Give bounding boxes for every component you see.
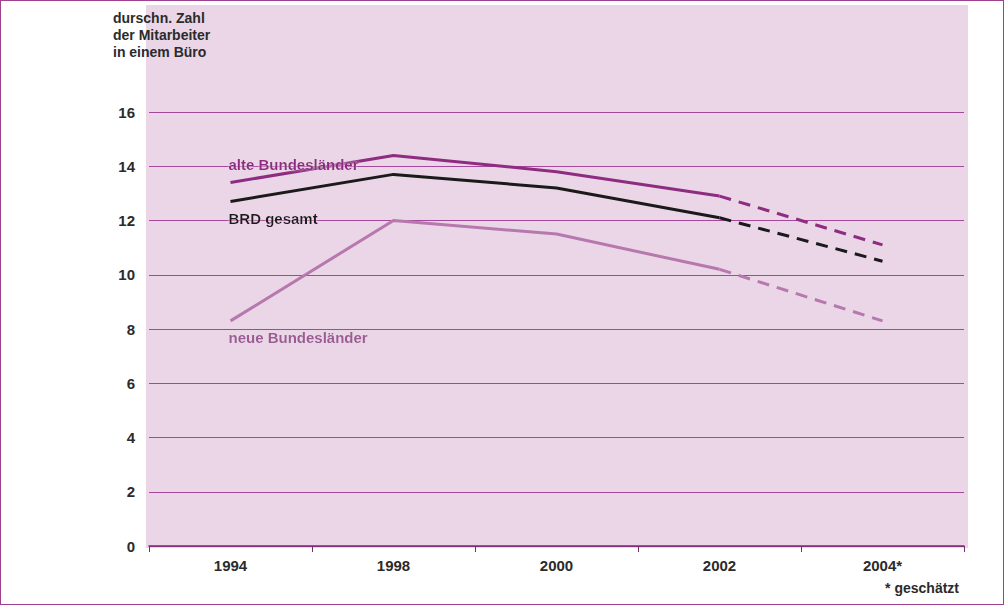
svg-text:2004*: 2004* xyxy=(863,557,902,574)
svg-text:neue Bundesländer: neue Bundesländer xyxy=(229,329,368,346)
svg-text:durschn. Zahl: durschn. Zahl xyxy=(113,10,205,26)
svg-text:der Mitarbeiter: der Mitarbeiter xyxy=(113,27,211,43)
svg-text:2002: 2002 xyxy=(703,557,736,574)
svg-text:alte Bundesländer: alte Bundesländer xyxy=(229,156,359,173)
svg-text:14: 14 xyxy=(118,158,135,175)
svg-text:1998: 1998 xyxy=(377,557,410,574)
svg-text:* geschätzt: * geschätzt xyxy=(885,580,959,596)
svg-text:0: 0 xyxy=(127,538,135,555)
svg-text:10: 10 xyxy=(118,266,135,283)
svg-text:2: 2 xyxy=(127,483,135,500)
svg-text:2000: 2000 xyxy=(540,557,573,574)
svg-text:6: 6 xyxy=(127,375,135,392)
svg-text:BRD gesamt: BRD gesamt xyxy=(229,210,318,227)
svg-text:in einem Büro: in einem Büro xyxy=(113,44,206,60)
svg-text:1994: 1994 xyxy=(214,557,248,574)
svg-text:8: 8 xyxy=(127,321,135,338)
svg-text:16: 16 xyxy=(118,104,135,121)
svg-text:12: 12 xyxy=(118,212,135,229)
svg-text:4: 4 xyxy=(127,429,136,446)
